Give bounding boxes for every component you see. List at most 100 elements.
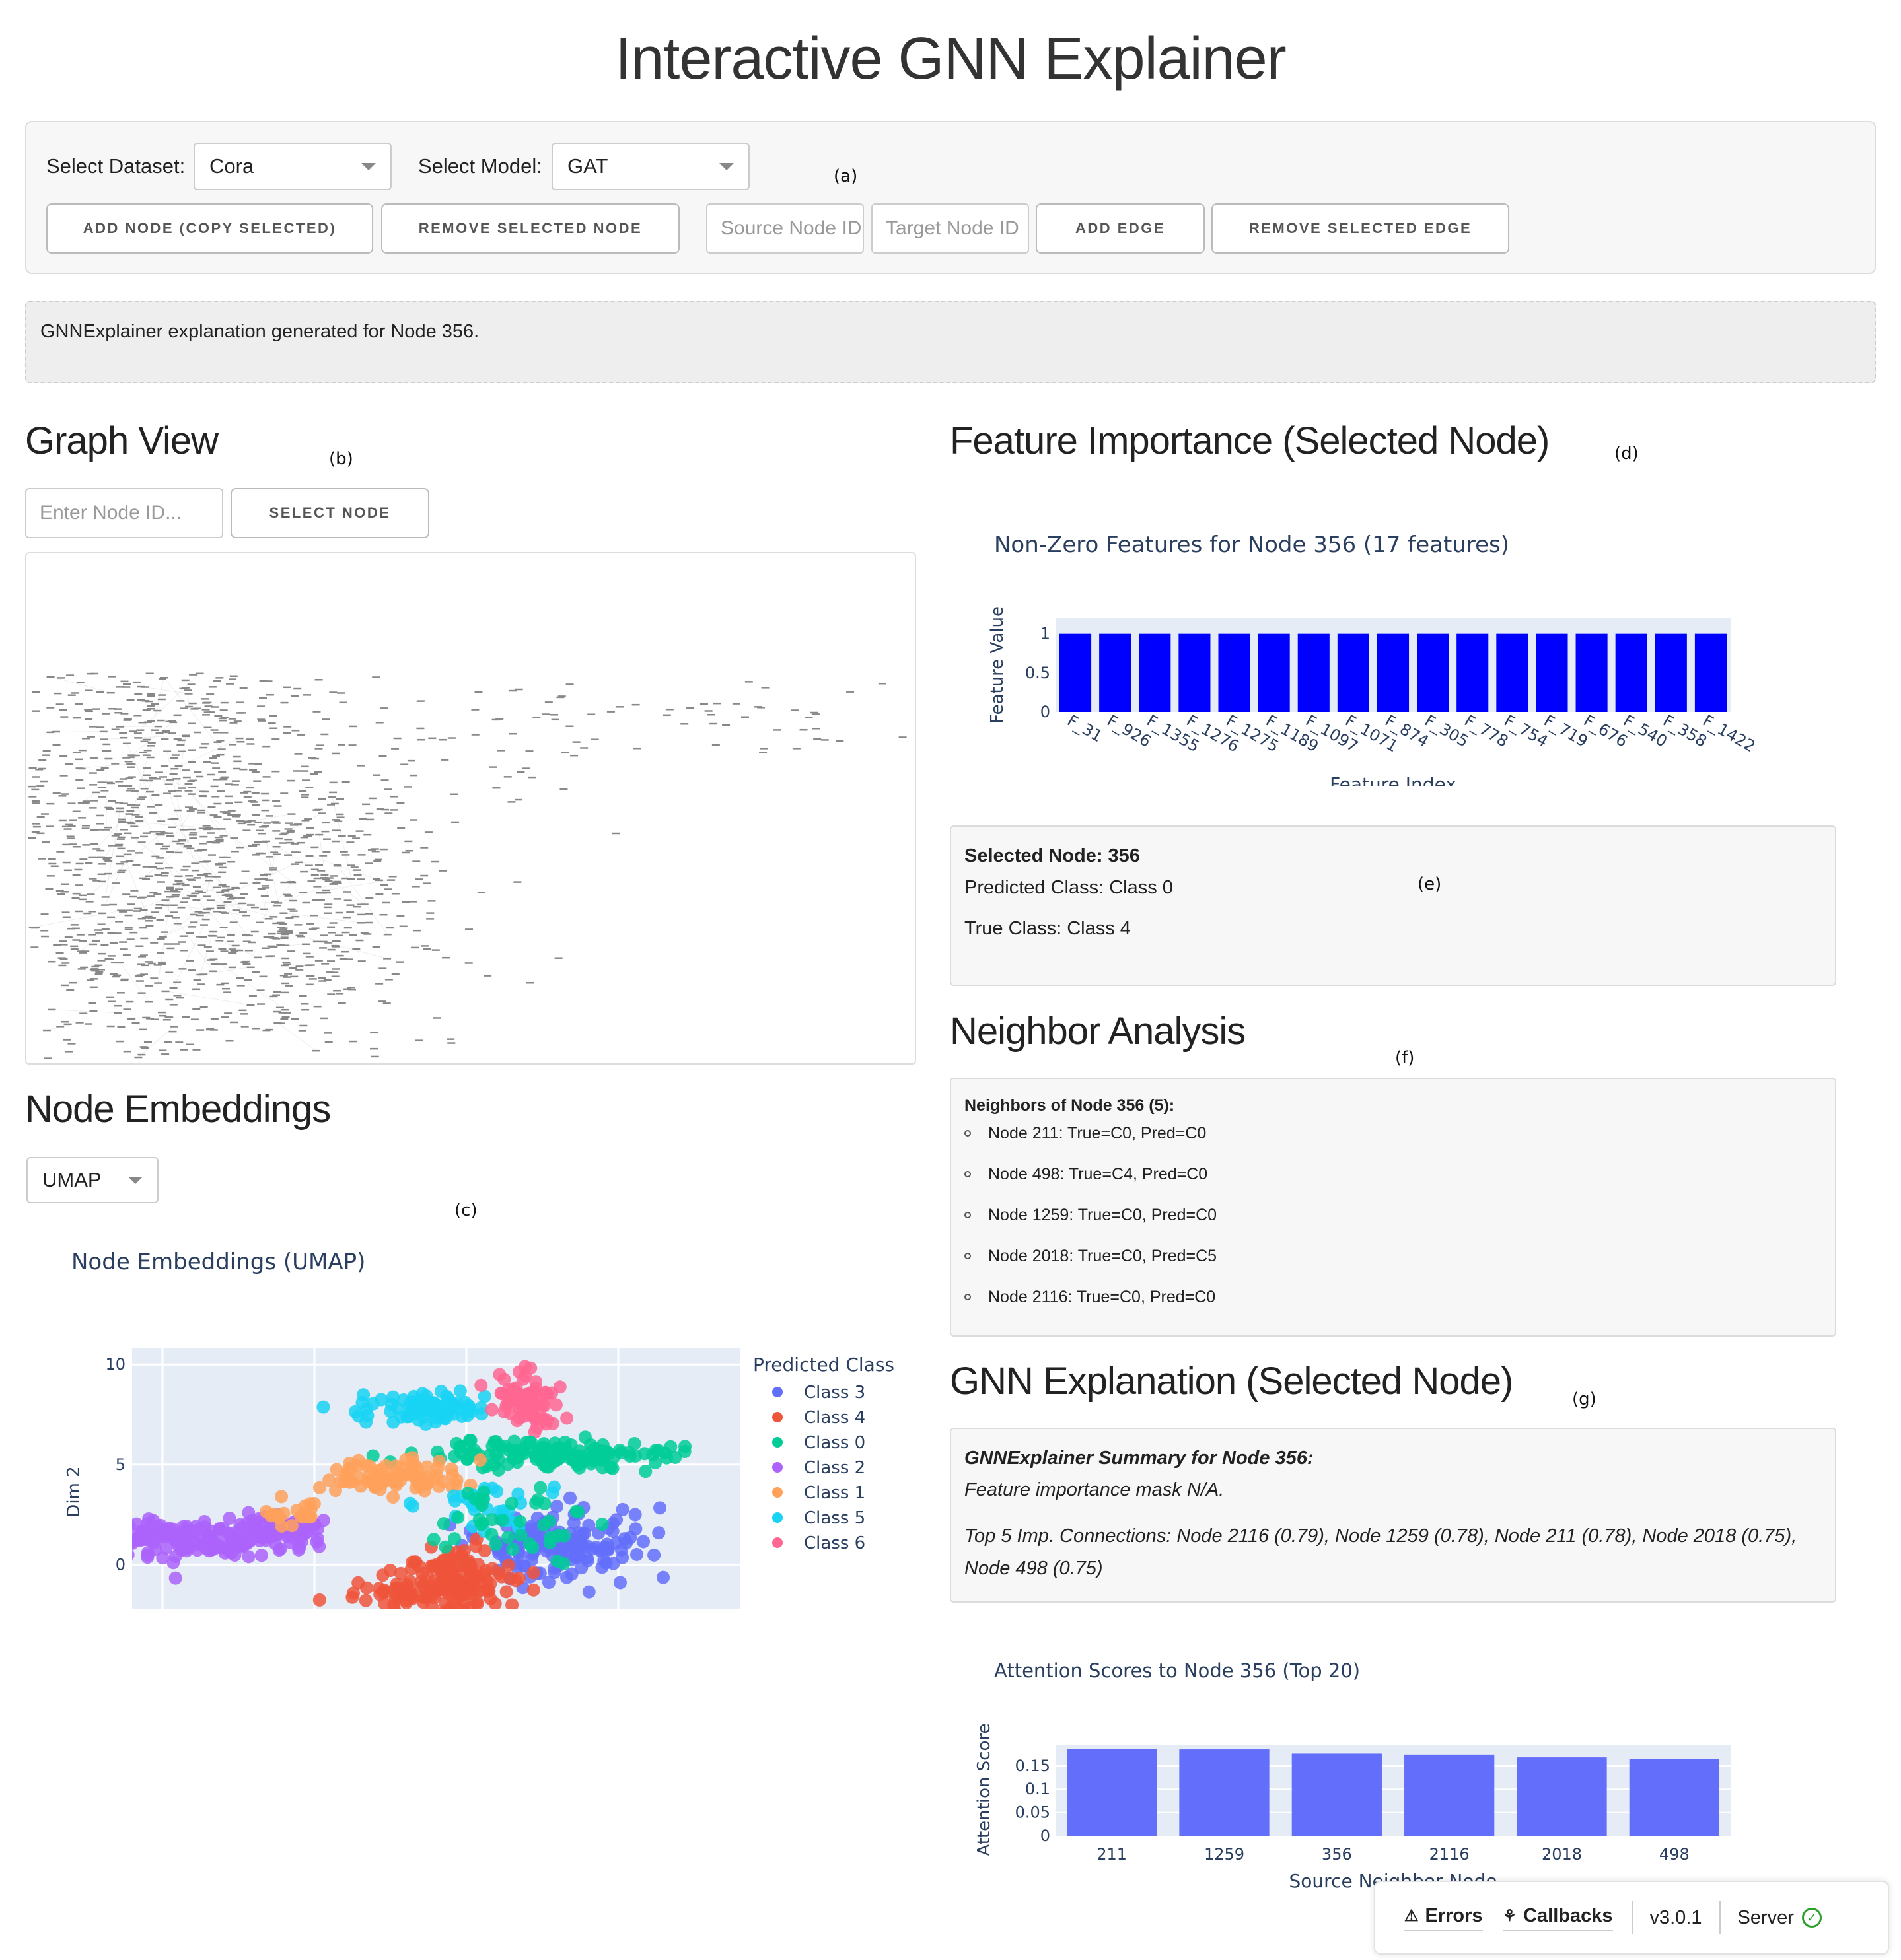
graph-node[interactable] [450,793,458,795]
graph-node[interactable] [125,777,133,779]
graph-node[interactable] [312,940,321,943]
graph-node[interactable] [108,707,117,710]
graph-node[interactable] [272,800,281,802]
add-edge-button[interactable]: ADD EDGE [1036,203,1205,254]
graph-node[interactable] [310,773,318,775]
graph-node[interactable] [139,779,148,781]
graph-node[interactable] [62,843,71,846]
graph-node[interactable] [209,814,218,816]
embedding-point[interactable] [647,1548,661,1562]
graph-node[interactable] [374,858,382,861]
graph-node[interactable] [387,879,396,881]
graph-node[interactable] [180,707,188,709]
embedding-point[interactable] [275,1490,289,1504]
graph-node[interactable] [186,1043,194,1045]
graph-node[interactable] [188,969,196,971]
graph-node[interactable] [120,978,129,981]
graph-node[interactable] [52,744,61,746]
callbacks-button[interactable]: ⚘ Callbacks [1502,1905,1613,1931]
graph-node[interactable] [213,680,221,682]
graph-node[interactable] [157,698,166,701]
graph-node[interactable] [442,956,450,959]
graph-node[interactable] [310,868,319,871]
graph-node[interactable] [332,840,340,843]
embedding-point[interactable] [418,1591,432,1605]
graph-node[interactable] [291,915,300,918]
graph-node[interactable] [399,925,408,928]
graph-node[interactable] [218,866,227,869]
graph-node[interactable] [214,715,223,717]
graph-node[interactable] [101,904,110,906]
graph-node[interactable] [141,964,149,967]
embedding-point[interactable] [518,1360,532,1374]
embedding-point[interactable] [614,1543,628,1557]
graph-node[interactable] [36,832,45,835]
node-id-input[interactable]: Enter Node ID... [25,488,223,538]
graph-node[interactable] [791,709,799,711]
graph-node[interactable] [293,687,302,690]
graph-node[interactable] [137,841,146,843]
graph-node[interactable] [266,693,274,696]
graph-node[interactable] [169,904,178,906]
graph-node[interactable] [46,802,55,805]
graph-node[interactable] [176,843,185,845]
graph-node[interactable] [28,767,37,769]
graph-node[interactable] [214,836,223,839]
graph-node[interactable] [348,744,357,746]
graph-node[interactable] [301,765,309,768]
graph-node[interactable] [242,963,251,965]
graph-node[interactable] [220,701,229,704]
graph-node[interactable] [42,841,51,843]
embedding-point[interactable] [485,1527,499,1541]
embedding-point[interactable] [542,1576,556,1590]
graph-node[interactable] [165,998,174,1001]
graph-node[interactable] [379,848,388,851]
embedding-point[interactable] [454,1446,468,1459]
graph-node[interactable] [89,807,97,809]
graph-node[interactable] [322,878,330,881]
graph-node[interactable] [190,913,198,916]
graph-node[interactable] [740,716,749,718]
embedding-point[interactable] [501,1558,515,1572]
graph-node[interactable] [285,932,293,934]
graph-node[interactable] [112,975,120,978]
graph-node[interactable] [242,960,250,963]
graph-node[interactable] [178,787,186,789]
graph-node[interactable] [222,987,231,990]
graph-node[interactable] [137,1053,146,1056]
graph-node[interactable] [284,828,293,830]
graph-node[interactable] [378,967,387,969]
graph-node[interactable] [225,895,234,897]
graph-node[interactable] [126,1000,134,1003]
graph-node[interactable] [343,916,351,919]
graph-node[interactable] [180,1049,188,1051]
embedding-point[interactable] [524,1436,538,1450]
embedding-point[interactable] [344,1461,358,1475]
graph-node[interactable] [213,910,221,913]
graph-node[interactable] [324,903,333,905]
embedding-point[interactable] [563,1491,577,1505]
graph-node[interactable] [142,1016,151,1019]
embedding-point[interactable] [610,1513,624,1527]
graph-node[interactable] [81,950,90,952]
legend-label[interactable]: Class 6 [804,1533,865,1553]
graph-node[interactable] [55,703,64,705]
graph-node[interactable] [329,691,338,693]
attention-bar[interactable] [1179,1749,1270,1836]
graph-node[interactable] [252,971,260,973]
graph-node[interactable] [201,698,209,700]
graph-node[interactable] [66,989,75,991]
graph-node[interactable] [75,758,83,761]
embedding-point[interactable] [536,1397,550,1411]
graph-node[interactable] [199,924,208,926]
graph-node[interactable] [82,800,90,802]
graph-node[interactable] [31,831,40,833]
graph-node[interactable] [397,827,406,829]
graph-node[interactable] [386,927,394,929]
graph-node[interactable] [325,877,334,879]
embedding-point[interactable] [546,1486,559,1500]
graph-node[interactable] [80,966,89,969]
graph-node[interactable] [136,729,145,731]
embedding-point[interactable] [490,1485,504,1498]
graph-node[interactable] [84,709,92,711]
